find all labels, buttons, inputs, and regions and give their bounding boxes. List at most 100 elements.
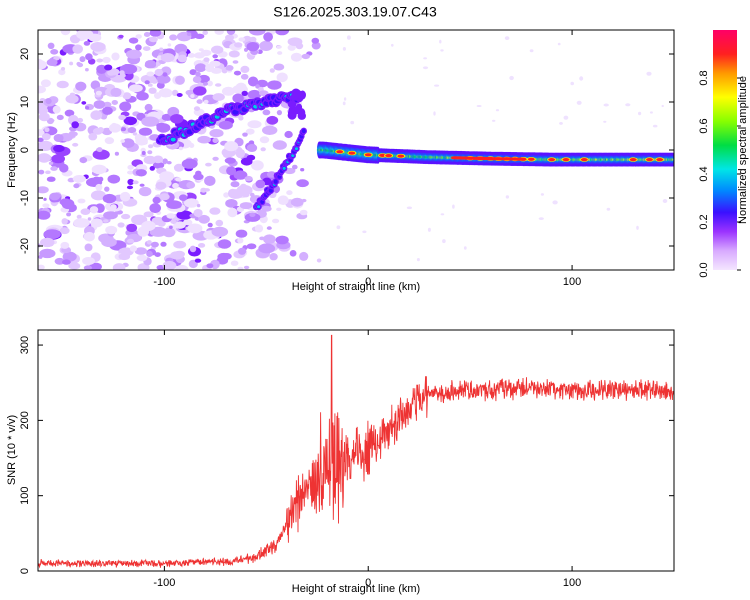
- spectrogram-branch-peak: [257, 205, 261, 209]
- spectrogram-noise-blob: [251, 160, 264, 171]
- spectrogram-noise-blob: [93, 100, 106, 109]
- spectrogram-noise-blob: [77, 198, 86, 204]
- spectrogram-noise-blob: [83, 231, 95, 242]
- spectrogram-noise-blob: [204, 175, 216, 186]
- spectrogram-noise-blob: [247, 76, 259, 87]
- spectrogram-noise-blob: [45, 98, 52, 105]
- colorbar-ticks: 0.0 0.2 0.4 0.6 0.8: [698, 70, 741, 278]
- spectrogram-noise-blob: [149, 166, 155, 171]
- spectrogram-noise-blob: [391, 43, 394, 47]
- spectrogram-noise-blob: [427, 227, 431, 232]
- spectrogram-noise-blob: [135, 34, 142, 39]
- spectrogram-noise-blob: [342, 101, 346, 106]
- spectrogram-noise-blob: [230, 260, 239, 266]
- spectrogram-noise-blob: [242, 132, 248, 137]
- spectrogram-noise-blob: [128, 37, 139, 44]
- spectrogram-branch-peak: [282, 166, 286, 170]
- spectrogram-noise-blob: [132, 132, 138, 136]
- colorbar-label: Normalized spectral amplitude: [737, 76, 749, 224]
- spectrogram-noise-blob: [103, 219, 109, 223]
- spectrogram-noise-blob: [46, 176, 56, 182]
- spectrogram-noise-blob: [350, 120, 355, 125]
- spectrogram-noise-blob: [221, 86, 235, 96]
- spectrogram-hotspot: [385, 154, 392, 158]
- spectrogram-noise-blob: [267, 80, 282, 90]
- colorbar-tick-label: 0.8: [698, 70, 710, 85]
- spectrogram-noise-blob: [102, 106, 113, 115]
- spectrogram-noise-blob: [110, 87, 122, 97]
- spectrogram-noise-blob: [172, 182, 179, 189]
- spectrogram-noise-blob: [240, 73, 249, 80]
- spectrogram-noise-blob: [62, 259, 71, 265]
- spectrogram-noise-blob: [552, 200, 558, 205]
- spectrogram-noise-blob: [286, 190, 293, 196]
- spectrogram-noise-blob: [127, 178, 134, 186]
- spectrogram-noise-blob: [147, 150, 153, 155]
- spectrogram-noise-blob: [190, 94, 195, 98]
- spectrogram-noise-blob: [205, 162, 212, 167]
- spectrogram-noise-blob: [110, 204, 117, 211]
- spectrogram-noise-blob: [209, 129, 224, 138]
- spectrogram-noise-blob: [152, 161, 165, 169]
- spectrogram-noise-blob: [144, 80, 150, 85]
- spectrogram-noise-blob: [181, 158, 198, 169]
- spectrogram-noise-blob: [118, 114, 126, 121]
- spectrogram-noise-blob: [232, 93, 244, 103]
- spectrogram-noise-blob: [189, 245, 197, 253]
- spectrogram-noise-blob: [194, 258, 202, 263]
- spectrogram-noise-blob: [186, 181, 196, 189]
- spectrogram-noise-blob: [178, 146, 183, 151]
- spectrogram-plateau-core: [676, 158, 680, 161]
- spectrogram-noise-blob: [244, 175, 253, 182]
- spectrogram-noise-blob: [96, 58, 104, 63]
- spectrogram-noise-blob: [476, 105, 482, 107]
- spectrogram-noise-blob: [92, 149, 110, 160]
- spectrogram-noise-blob: [194, 63, 207, 73]
- spectrogram-y-tick-label: 20: [19, 48, 31, 60]
- spectrogram-noise-blob: [38, 264, 45, 270]
- spectrogram-noise-blob: [237, 266, 244, 270]
- spectrogram-noise-blob: [202, 30, 208, 36]
- spectrogram-noise-blob: [42, 203, 50, 208]
- spectrogram-noise-blob: [662, 199, 668, 203]
- spectrogram-noise-blob: [138, 186, 152, 197]
- spectrogram-noise-blob: [406, 206, 412, 210]
- spectrogram-noise-blob: [111, 52, 120, 61]
- spectrogram-noise-blob: [276, 72, 288, 83]
- spectrogram-noise-blob: [299, 209, 308, 216]
- spectrogram-noise-blob: [416, 258, 420, 262]
- spectrogram-noise-blob: [126, 170, 134, 175]
- spectrogram-noise-blob: [442, 239, 446, 244]
- spectrogram-noise-blob: [72, 44, 83, 54]
- spectrogram-noise-blob: [135, 44, 142, 51]
- spectrogram-ridge-blob: [287, 100, 297, 108]
- snr-ticks: -100 0 100 0 100 200 300: [19, 330, 674, 589]
- spectrogram-noise-blob: [316, 258, 322, 263]
- spectrogram-noise-blob: [226, 166, 237, 176]
- spectrogram-noise-blob: [175, 264, 189, 270]
- spectrogram-noise-blob: [176, 210, 193, 220]
- spectrogram-noise-blob: [254, 224, 264, 233]
- spectrogram-noise-blob: [603, 120, 607, 123]
- spectrogram-noise-blob: [203, 57, 210, 62]
- spectrogram-noise-blob: [160, 53, 175, 63]
- spectrogram-noise-blob: [246, 144, 258, 152]
- spectrogram-noise-blob: [93, 176, 100, 181]
- spectrogram-plateau-band: [674, 153, 679, 167]
- spectrogram-noise-blob: [79, 56, 86, 63]
- spectrogram-noise-blob: [81, 101, 87, 105]
- spectrogram-noise-blob: [114, 151, 119, 156]
- spectrogram-noise-blob: [203, 188, 210, 192]
- spectrogram-noise-blob: [120, 191, 131, 202]
- snr-panel: -100 0 100 0 100 200 300 Height of straight li…: [6, 329, 675, 595]
- spectrogram-noise-blob: [261, 244, 268, 251]
- spectrogram-noise-blob: [246, 243, 257, 250]
- spectrogram-noise-blob: [138, 127, 153, 136]
- spectrogram-noise-blob: [196, 203, 201, 208]
- spectrogram-noise-blob: [49, 192, 61, 201]
- spectrogram-noise-blob: [570, 81, 574, 86]
- snr-x-tick-label: -100: [153, 577, 175, 589]
- spectrogram-noise-blob: [146, 240, 152, 245]
- spectrogram-noise-blob: [230, 181, 240, 188]
- spectrogram-noise-blob: [153, 155, 164, 164]
